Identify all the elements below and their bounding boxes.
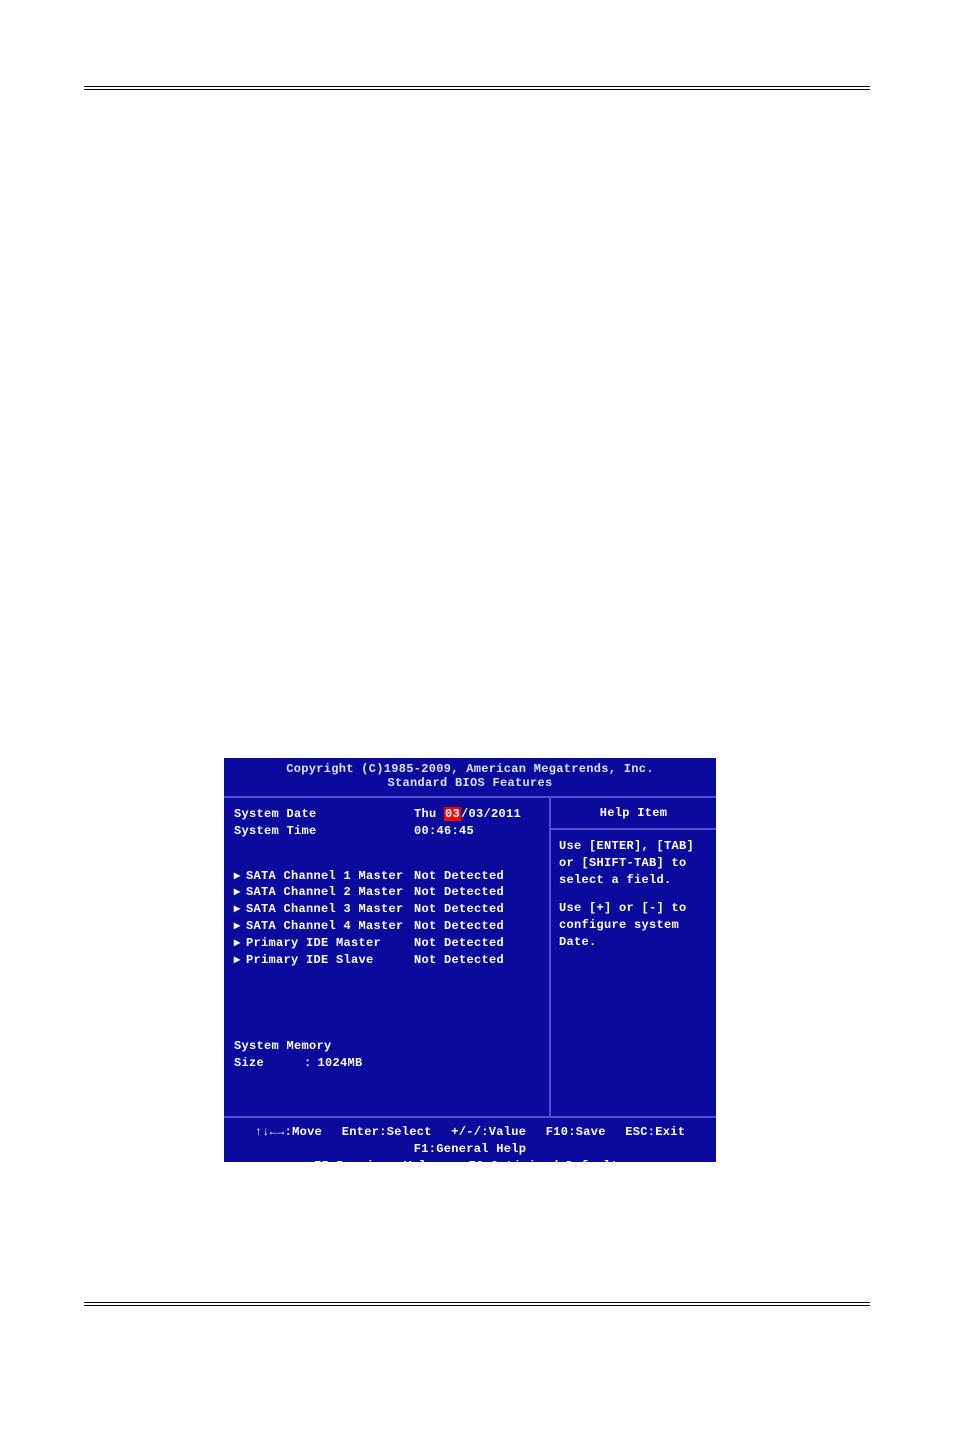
memory-size-label: Size [234,1055,304,1072]
memory-size-value: 1024MB [318,1055,363,1072]
footer-line-2: F5:Previous Values F6:Optimized Defaults… [224,1158,716,1192]
channel-row[interactable]: ▸SATA Channel 1 Master Not Detected [234,868,539,885]
bios-copyright: Copyright (C)1985-2009, American Megatre… [224,762,716,776]
system-date-highlight[interactable]: 03 [444,807,461,821]
system-time-label: System Time [234,823,414,840]
system-memory-label-row: System Memory [234,1038,539,1055]
submenu-arrow-icon: ▸ [234,884,246,901]
bios-help-panel: Help Item Use [ENTER], [TAB] or [SHIFT-T… [551,798,716,1116]
system-date-row[interactable]: System Date Thu 03/03/2011 [234,806,539,823]
submenu-arrow-icon: ▸ [234,935,246,952]
system-date-value: Thu 03/03/2011 [414,806,521,823]
page-top-rule [84,86,870,90]
page-bottom-rule [84,1302,870,1306]
bios-header: Copyright (C)1985-2009, American Megatre… [224,758,716,798]
submenu-arrow-icon: ▸ [234,901,246,918]
system-date-label: System Date [234,806,414,823]
system-time-row[interactable]: System Time 00:46:45 [234,823,539,840]
system-memory-size-row: Size : 1024MB [234,1055,539,1072]
bios-title: Standard BIOS Features [224,776,716,790]
submenu-arrow-icon: ▸ [234,868,246,885]
submenu-arrow-icon: ▸ [234,918,246,935]
system-time-value: 00:46:45 [414,823,474,840]
bios-window: Copyright (C)1985-2009, American Megatre… [224,758,716,1162]
help-body: Use [ENTER], [TAB] or [SHIFT-TAB] to sel… [551,830,716,959]
channel-row[interactable]: ▸SATA Channel 4 Master Not Detected [234,918,539,935]
channel-row[interactable]: ▸SATA Channel 3 Master Not Detected [234,901,539,918]
bios-footer: ↑↓←→:Move Enter:Select +/-/:Value F10:Sa… [224,1118,716,1197]
channel-row[interactable]: ▸Primary IDE Master Not Detected [234,935,539,952]
footer-line-1: ↑↓←→:Move Enter:Select +/-/:Value F10:Sa… [224,1124,716,1158]
submenu-arrow-icon: ▸ [234,952,246,969]
bios-left-panel: System Date Thu 03/03/2011 System Time 0… [224,798,551,1116]
channel-row[interactable]: ▸Primary IDE Slave Not Detected [234,952,539,969]
help-title: Help Item [551,798,716,830]
bios-body: System Date Thu 03/03/2011 System Time 0… [224,798,716,1118]
channel-row[interactable]: ▸SATA Channel 2 Master Not Detected [234,884,539,901]
